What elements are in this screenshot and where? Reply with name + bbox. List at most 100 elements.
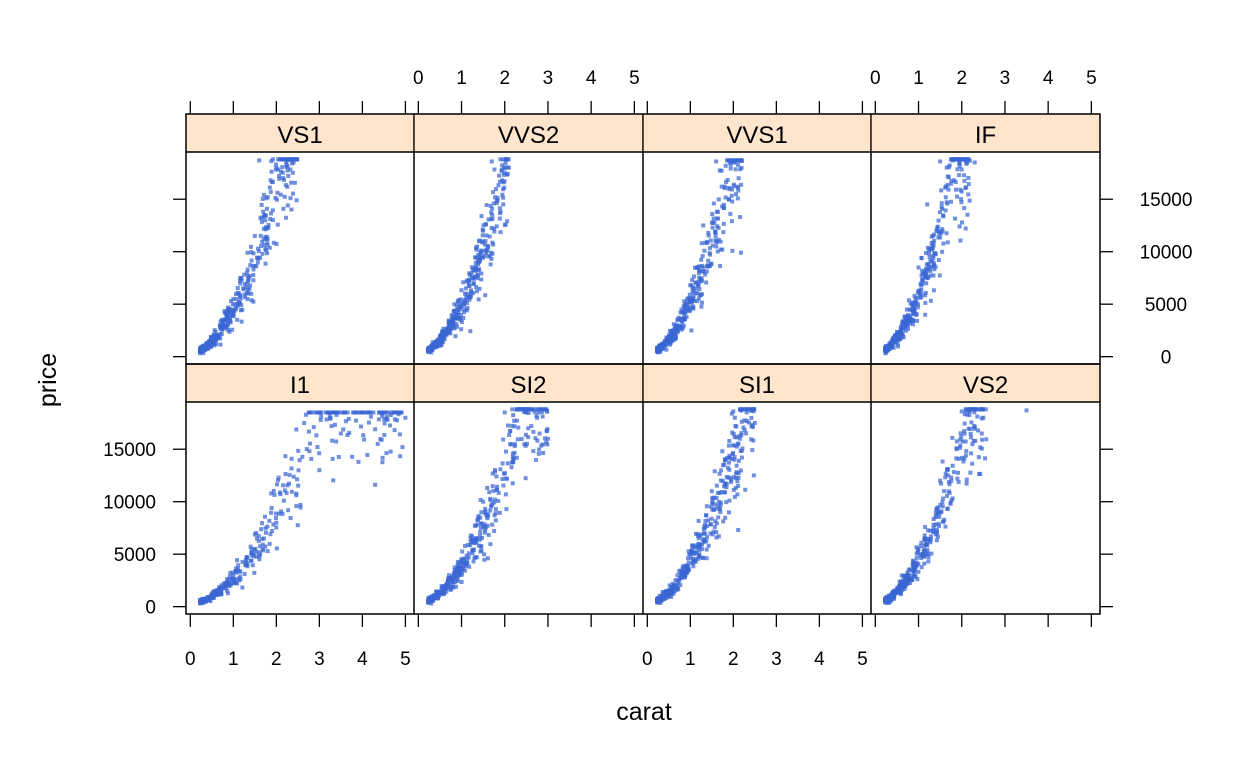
- point-si1-g359: [694, 550, 699, 555]
- point-si2-g306: [476, 514, 481, 519]
- point-vvs1-g409: [697, 268, 702, 273]
- point-i1-g281: [298, 502, 303, 507]
- point-vvs1-g106: [730, 248, 735, 253]
- point-si2-g169: [448, 584, 453, 589]
- point-vs2-g93: [970, 461, 975, 466]
- point-if-g70: [932, 267, 937, 272]
- point-if-g413: [886, 343, 891, 348]
- point-i1-g29: [227, 574, 232, 579]
- point-i1-g255: [297, 458, 302, 463]
- point-vs1-g185: [247, 286, 252, 291]
- point-vs1-g74: [281, 206, 286, 211]
- point-vs2-g367: [928, 534, 933, 539]
- point-si1-g289: [693, 556, 698, 561]
- point-si2-g217: [537, 407, 542, 412]
- point-vvs2-g363: [480, 239, 485, 244]
- point-vs1-g284: [284, 164, 289, 169]
- point-vs2-g180: [962, 412, 967, 417]
- point-vvs1-g141: [711, 216, 716, 221]
- point-si2-g349: [465, 561, 470, 566]
- point-vvs1-g319: [697, 287, 702, 292]
- point-vvs1-g411: [692, 299, 697, 304]
- x-tick-label-bottom: 3: [771, 649, 782, 670]
- point-si1-g341: [686, 567, 691, 572]
- point-vs1-g9: [267, 185, 272, 190]
- point-if-g395: [928, 269, 933, 274]
- point-vvs1-g394: [737, 158, 742, 163]
- point-vs2-g116: [972, 410, 977, 415]
- point-vs1-g410: [238, 281, 243, 286]
- point-vvs1-g234: [709, 220, 714, 225]
- point-si2-g86: [505, 461, 510, 466]
- point-vs1-g390: [226, 305, 231, 310]
- point-si2-g363: [485, 485, 490, 490]
- point-vvs2-g130: [464, 295, 469, 300]
- point-vvs2-g304: [468, 273, 473, 278]
- point-vs2-g385: [895, 586, 900, 591]
- x-tick-label-top: 0: [870, 68, 881, 89]
- point-si2-g403: [489, 504, 494, 509]
- point-si2-g154: [466, 543, 471, 548]
- point-vs2-g406: [898, 589, 903, 594]
- point-si2-g49: [523, 476, 528, 481]
- point-vs2-g377: [919, 556, 924, 561]
- point-i1-g150: [268, 532, 273, 537]
- point-si2-g406: [459, 557, 464, 562]
- point-si2-g259: [541, 451, 546, 456]
- point-if-g291: [910, 300, 915, 305]
- point-i1-g253: [336, 454, 341, 459]
- point-si2-g250: [497, 510, 502, 515]
- point-vvs1-g399: [679, 316, 684, 321]
- point-vs2-g51: [936, 524, 941, 529]
- point-vs2-g366: [914, 555, 919, 560]
- point-i1-g220: [379, 411, 384, 416]
- point-i1-g374: [232, 577, 237, 582]
- point-vvs2-g186: [454, 303, 459, 308]
- point-si1-g283: [686, 549, 691, 554]
- point-i1-g298: [256, 533, 261, 538]
- point-vvs1-g387: [668, 336, 673, 341]
- point-vvs1-g32: [689, 283, 694, 288]
- point-si2-g395: [475, 518, 480, 523]
- point-vs1-g62: [251, 273, 256, 278]
- point-i1-g278: [368, 414, 373, 419]
- point-vs2-g45: [950, 435, 955, 440]
- point-i1-g251: [379, 437, 384, 442]
- point-if-g376: [945, 183, 950, 188]
- point-si2-g235: [462, 557, 467, 562]
- point-vs2-g304: [925, 552, 930, 557]
- point-vs1-g254: [209, 344, 214, 349]
- point-i1-g27: [307, 449, 312, 454]
- point-i1-g405: [282, 488, 287, 493]
- point-i1-g80: [312, 410, 317, 415]
- point-si1-g271: [691, 564, 696, 569]
- point-vs1-g73: [242, 272, 247, 277]
- point-si1-g154: [715, 490, 720, 495]
- point-vvs1-g360: [672, 329, 677, 334]
- point-i1-g198: [249, 547, 254, 552]
- point-si1-g253: [742, 407, 747, 412]
- point-if-g328: [951, 157, 956, 162]
- point-vvs1-g74: [695, 291, 700, 296]
- point-vvs2-g105: [473, 255, 478, 260]
- point-vs1-g206: [292, 180, 297, 185]
- point-vvs2-g289: [479, 250, 484, 255]
- point-vvs1-g238: [730, 158, 735, 163]
- point-si2-g381: [448, 587, 453, 592]
- point-vvs1-g403: [682, 313, 687, 318]
- point-vvs2-g372: [494, 224, 499, 229]
- x-tick-label-bottom: 0: [642, 649, 653, 670]
- point-i1-g413: [200, 597, 205, 602]
- point-si2-g298: [516, 425, 521, 430]
- point-vvs1-g47: [706, 233, 711, 238]
- point-si1-g48: [732, 457, 737, 462]
- point-si2-g182: [494, 474, 499, 479]
- point-vvs1-g376: [687, 308, 692, 313]
- point-vs1-g419: [199, 347, 204, 352]
- point-i1-g417: [303, 412, 308, 417]
- point-si2-g418: [452, 565, 457, 570]
- point-si1-g309: [740, 407, 745, 412]
- point-vvs2-g204: [459, 319, 464, 324]
- point-i1-g295: [338, 410, 343, 415]
- point-i1-g401: [238, 577, 243, 582]
